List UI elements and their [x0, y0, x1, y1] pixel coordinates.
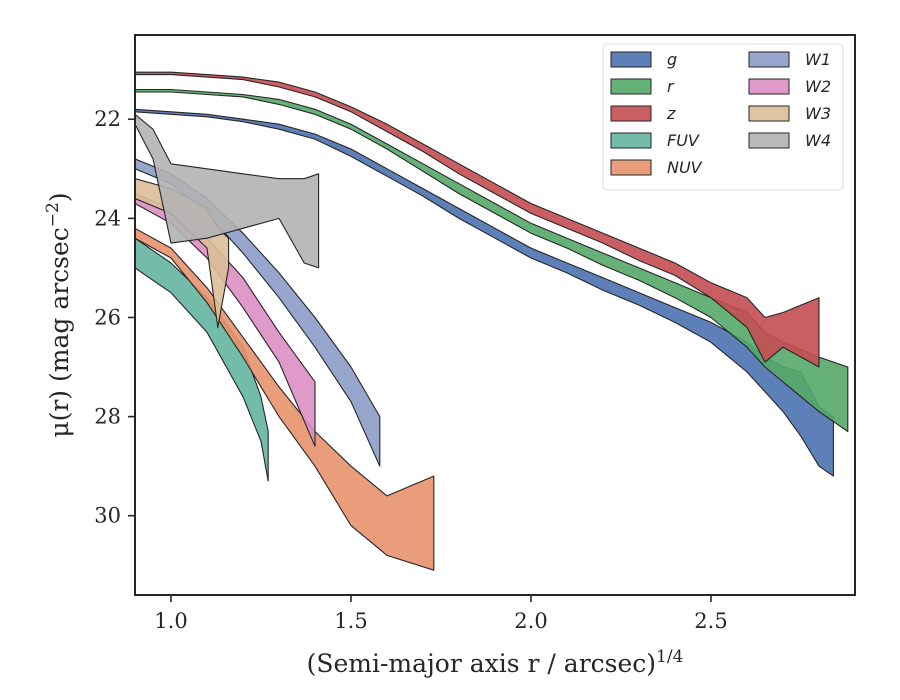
y-tick-label: 28 — [94, 405, 121, 429]
series-layer — [135, 71, 849, 571]
legend: grz FUV NUV W1 W2 W3 W4 — [602, 43, 844, 191]
tick-layer: 1.0 1.5 2.0 2.5 22 24 26 28 30 — [94, 107, 727, 633]
y-axis-label-end: ) — [45, 192, 74, 202]
legend-label: z — [666, 104, 676, 123]
legend-label: FUV — [667, 131, 700, 150]
legend-swatch — [610, 159, 652, 176]
series-band-g — [135, 108, 834, 477]
series-band-r — [135, 88, 849, 433]
y-tick-label: 26 — [94, 305, 121, 329]
plot-frame — [134, 34, 856, 596]
x-tick-label: 2.0 — [514, 609, 547, 633]
x-tick-label: 1.0 — [154, 609, 187, 633]
y-axis-label-text: μ(r) (mag arcsec — [45, 227, 74, 437]
x-axis-label-superscript: 1/4 — [656, 647, 683, 667]
legend-label: NUV — [667, 158, 703, 177]
legend-swatch — [610, 132, 652, 149]
legend-swatch — [610, 78, 652, 95]
legend-swatch — [748, 78, 790, 95]
y-axis-label-superscript: −2 — [43, 202, 63, 227]
series-band-z — [135, 71, 820, 368]
legend-swatch — [748, 105, 790, 122]
legend-swatch — [610, 51, 652, 68]
x-tick-label: 2.5 — [694, 609, 727, 633]
legend-swatch — [610, 105, 652, 122]
y-tick-label: 24 — [94, 206, 121, 230]
series-band-w4 — [135, 113, 320, 269]
series-band-nuv — [135, 227, 435, 571]
x-axis-label: (Semi-major axis r / arcsec)1/4 — [307, 647, 684, 678]
legend-swatch — [748, 132, 790, 149]
legend-label: r — [667, 77, 675, 96]
legend-label: W4 — [805, 131, 831, 150]
y-tick-label: 22 — [94, 107, 121, 131]
legend-label: W1 — [805, 50, 831, 69]
x-tick-label: 1.5 — [334, 609, 367, 633]
legend-label: W2 — [805, 77, 831, 96]
legend-label: g — [667, 50, 677, 69]
x-axis-label-text: (Semi-major axis r / arcsec) — [307, 649, 656, 678]
legend-label: W3 — [805, 104, 831, 123]
y-axis-label: μ(r) (mag arcsec−2) — [43, 192, 74, 437]
legend-swatch — [748, 51, 790, 68]
y-tick-label: 30 — [94, 504, 121, 528]
